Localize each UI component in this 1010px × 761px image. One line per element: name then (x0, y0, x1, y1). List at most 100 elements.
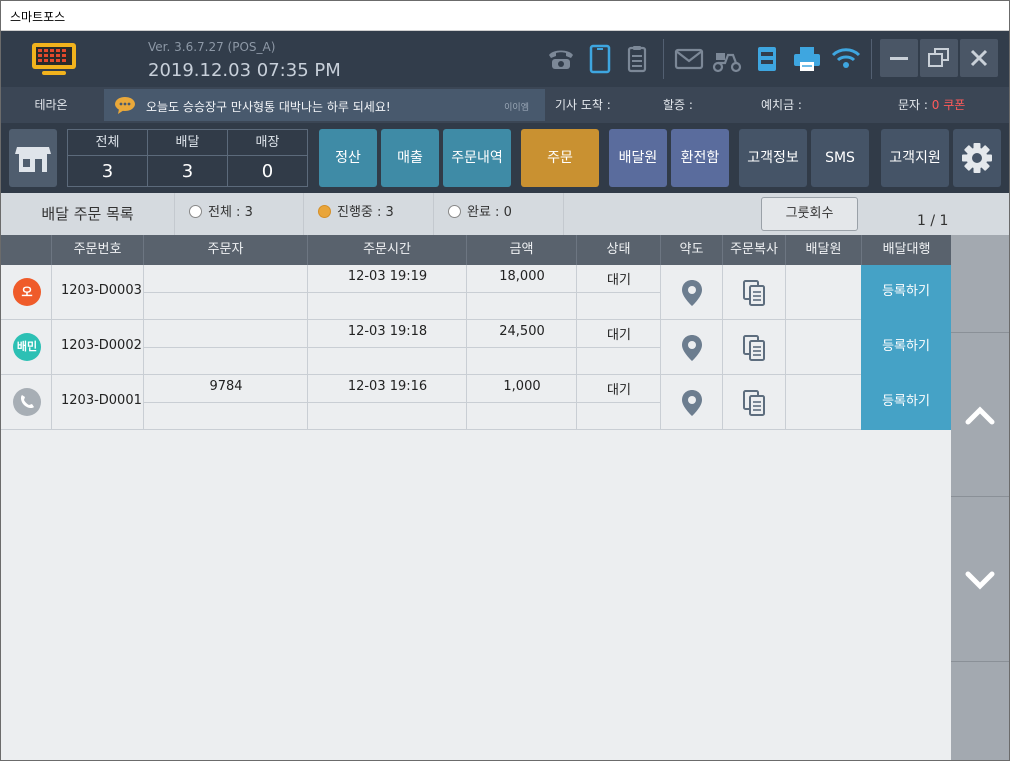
order-amount: 24,500 (499, 324, 545, 339)
filter-all-label: 전체 : 3 (208, 205, 253, 220)
copy-icon[interactable] (740, 388, 768, 418)
sms-value: 0 쿠폰 (931, 98, 966, 112)
copy-icon[interactable] (740, 278, 768, 308)
row-subdivider (144, 402, 661, 403)
notice-source: 이이엠 (504, 103, 529, 113)
row-subdivider (144, 347, 661, 348)
map-pin-icon[interactable] (678, 333, 706, 363)
table-cell (661, 375, 723, 430)
table-cell (661, 265, 723, 320)
table-row[interactable]: 배민 1203-D0002 12-03 19:18 24,500 대기 등록하기 (1, 320, 951, 375)
table-row[interactable]: 오 1203-D0003 12-03 19:19 18,000 대기 등록하기 (1, 265, 951, 320)
copy-icon[interactable] (740, 333, 768, 363)
count-value: 3 (101, 161, 114, 182)
sales-button[interactable]: 매출 (381, 129, 439, 187)
minimize-button[interactable] (880, 39, 918, 77)
settle-button[interactable]: 정산 (319, 129, 377, 187)
table-cell (786, 320, 862, 375)
count-all: 전체 3 (68, 130, 148, 186)
radio-icon (448, 205, 461, 218)
order-status: 대기 (607, 383, 631, 398)
scroll-down-button[interactable] (951, 497, 1009, 662)
table-cell (661, 320, 723, 375)
table-cell (723, 375, 786, 430)
customer-info-button[interactable]: 고객정보 (739, 129, 807, 187)
store-button[interactable] (9, 129, 57, 187)
header-divider (871, 39, 872, 79)
list-title: 배달 주문 목록 (1, 193, 175, 235)
order-status: 대기 (607, 328, 631, 343)
order-counts: 전체 3 배달 3 매장 0 (67, 129, 308, 187)
column-header: 주문복사 (723, 235, 786, 265)
map-pin-icon[interactable] (678, 388, 706, 418)
notice-text: 오늘도 승승장구 만사형통 대박나는 하루 되세요! (146, 100, 391, 114)
settings-button[interactable] (953, 129, 1001, 187)
tablet-icon[interactable] (584, 43, 616, 75)
wifi-icon[interactable] (830, 43, 862, 75)
header-divider (663, 39, 664, 79)
support-button[interactable]: 고객지원 (881, 129, 949, 187)
channel-label: 오 (21, 285, 33, 299)
table-cell (52, 320, 144, 375)
restore-button[interactable] (920, 39, 958, 77)
sms-label: 문자 : (898, 98, 928, 112)
table-cell (52, 265, 144, 320)
column-header: 주문시간 (308, 235, 467, 265)
order-status: 대기 (607, 273, 631, 288)
table-cell (786, 375, 862, 430)
phone-icon[interactable] (545, 43, 577, 75)
count-label: 전체 (68, 130, 147, 156)
table-header: 주문번호 주문자 주문시간 금액 상태 약도 주문복사 배달원 배달대행 (1, 235, 951, 265)
window-title: 스마트포스 (10, 10, 66, 24)
order-number: 1203-D0001 (61, 393, 142, 408)
table-cell (723, 320, 786, 375)
group-collect-button[interactable]: 그룻회수 (761, 197, 858, 231)
clipboard-icon[interactable] (621, 43, 653, 75)
filter-all[interactable]: 전체 : 3 (175, 193, 304, 235)
filter-progress[interactable]: 진행중 : 3 (304, 193, 434, 235)
channel-badge: 오 (12, 277, 42, 307)
register-delivery-button[interactable]: 등록하기 (861, 320, 951, 375)
order-time: 12-03 19:16 (347, 379, 428, 394)
scroll-up-button[interactable] (951, 333, 1009, 497)
order-history-button[interactable]: 주문내역 (443, 129, 511, 187)
filter-done[interactable]: 완료 : 0 (434, 193, 564, 235)
chevron-down-icon (965, 571, 995, 590)
sms-button[interactable]: SMS (811, 129, 869, 187)
scroll-rail (951, 235, 1009, 760)
app-header: Ver. 3.6.7.27 (POS_A) 2019.12.03 07:35 P… (1, 31, 1009, 87)
count-label: 매장 (228, 130, 307, 156)
change-box-button[interactable]: 환전함 (671, 129, 729, 187)
rider-arrival-label: 기사 도착 : (555, 98, 611, 112)
storefront-icon (15, 147, 51, 172)
scooter-icon[interactable] (711, 43, 743, 75)
count-value: 0 (261, 161, 274, 182)
rider-button[interactable]: 배달원 (609, 129, 667, 187)
printer-icon[interactable] (791, 43, 823, 75)
logo-icon (32, 43, 76, 75)
radio-selected-icon (318, 205, 331, 218)
close-button[interactable] (960, 39, 998, 77)
order-amount: 1,000 (503, 379, 541, 394)
filter-progress-label: 진행중 : 3 (337, 205, 394, 220)
datetime-label: 2019.12.03 07:35 PM (148, 60, 341, 81)
register-delivery-button[interactable]: 등록하기 (861, 375, 951, 430)
table-cell (52, 375, 144, 430)
count-store: 매장 0 (228, 130, 307, 186)
restore-icon (928, 48, 949, 67)
customer-name: 9784 (209, 379, 243, 394)
chat-icon (115, 97, 135, 114)
drawer-icon[interactable] (751, 43, 783, 75)
register-delivery-button[interactable]: 등록하기 (861, 265, 951, 320)
table-row[interactable]: 1203-D0001 9784 12-03 19:16 1,000 대기 등록하기 (1, 375, 951, 430)
info-bar: 테라온 오늘도 승승장구 만사형통 대박나는 하루 되세요! 이이엠 기사 도착… (1, 87, 1009, 123)
mail-icon[interactable] (673, 43, 705, 75)
table-cell (1, 375, 52, 430)
channel-badge: 배민 (12, 332, 42, 362)
deposit-label: 예치금 : (761, 98, 802, 112)
order-number: 1203-D0002 (61, 338, 142, 353)
main-toolbar: 전체 3 배달 3 매장 0 정산 매출 주문내역 주문 배달원 환전함 고객정… (1, 123, 1009, 193)
map-pin-icon[interactable] (678, 278, 706, 308)
order-button[interactable]: 주문 (521, 129, 599, 187)
